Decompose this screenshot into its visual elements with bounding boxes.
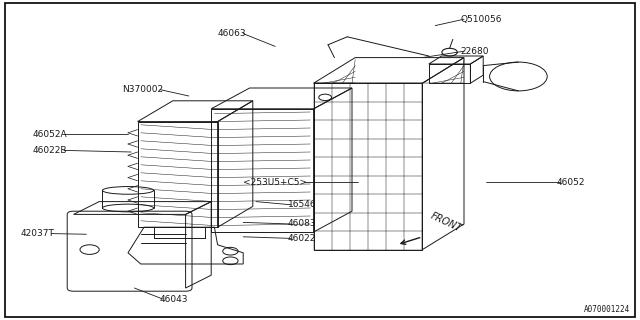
Text: 42037T: 42037T [20, 229, 54, 238]
Text: 46022B: 46022B [33, 146, 67, 155]
Text: A070001224: A070001224 [584, 305, 630, 314]
Bar [429, 64, 470, 83]
Text: FRONT: FRONT [429, 211, 463, 234]
Text: 46083: 46083 [288, 220, 317, 228]
Text: Q510056: Q510056 [461, 15, 502, 24]
Text: <253U5+C5>: <253U5+C5> [243, 178, 307, 187]
Text: 46043: 46043 [160, 295, 189, 304]
Text: N370002: N370002 [122, 85, 163, 94]
Text: 46052A: 46052A [33, 130, 67, 139]
Text: 16546: 16546 [288, 200, 317, 209]
Text: 46022: 46022 [288, 234, 316, 243]
Text: 46063: 46063 [218, 29, 246, 38]
Text: 46052: 46052 [557, 178, 586, 187]
Text: 22680: 22680 [461, 47, 490, 56]
